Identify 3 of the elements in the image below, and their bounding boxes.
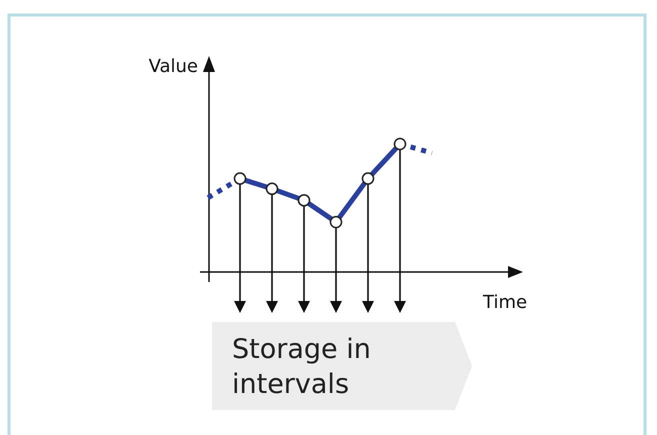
x-axis-title: Time — [482, 292, 528, 313]
text: Storage in intervals — [232, 334, 371, 400]
y-axis-title: Value — [148, 56, 198, 77]
